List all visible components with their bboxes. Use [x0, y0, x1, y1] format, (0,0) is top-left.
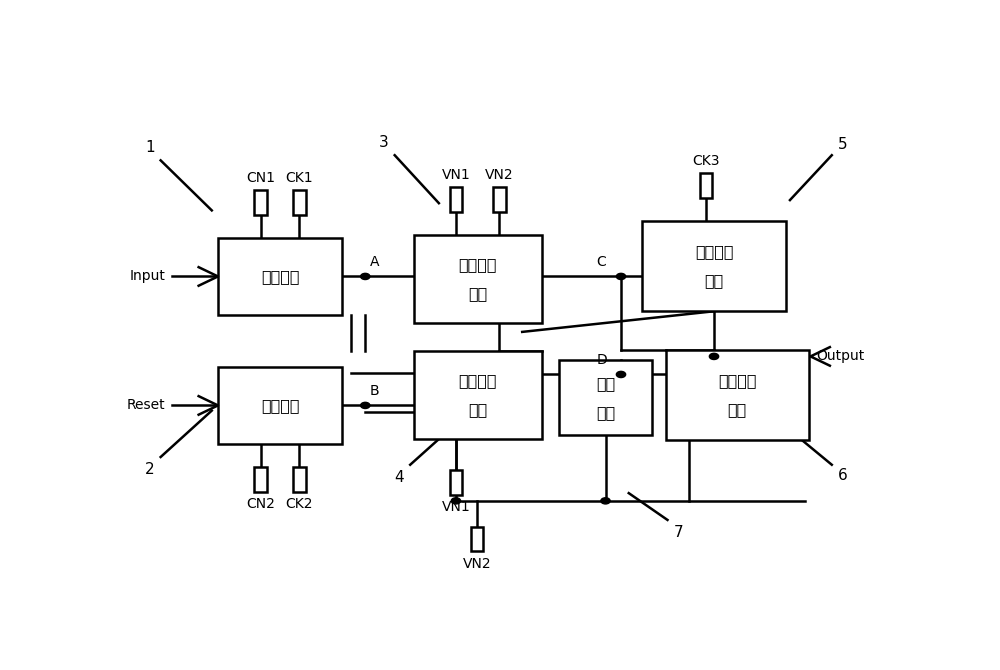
Text: 第一输出: 第一输出 — [695, 244, 733, 259]
Circle shape — [616, 273, 626, 279]
Text: 7: 7 — [674, 525, 683, 540]
Text: 模块: 模块 — [728, 402, 747, 417]
Bar — [559, 360, 652, 435]
Text: 第二控制: 第二控制 — [458, 373, 497, 388]
Text: 5: 5 — [838, 137, 848, 151]
Text: CN1: CN1 — [246, 171, 275, 185]
Text: CN2: CN2 — [246, 497, 275, 511]
Bar — [254, 190, 267, 214]
Circle shape — [361, 402, 370, 409]
Text: 1: 1 — [145, 140, 154, 155]
Text: Output: Output — [817, 350, 865, 363]
Text: CK2: CK2 — [286, 497, 313, 511]
Text: 输入模块: 输入模块 — [261, 269, 299, 284]
Text: 第一控制: 第一控制 — [458, 257, 497, 272]
Text: B: B — [370, 384, 380, 398]
Text: 2: 2 — [145, 462, 154, 477]
Bar — [218, 366, 342, 444]
Text: 模块: 模块 — [468, 402, 487, 417]
Circle shape — [709, 353, 719, 360]
Bar — [414, 235, 542, 323]
Bar — [666, 350, 809, 440]
Text: 4: 4 — [394, 470, 404, 485]
Text: A: A — [370, 255, 379, 269]
Bar — [471, 527, 483, 551]
Text: 模块: 模块 — [468, 286, 487, 301]
Text: 6: 6 — [838, 468, 848, 483]
Circle shape — [451, 498, 461, 504]
Bar — [642, 221, 786, 312]
Text: C: C — [596, 255, 606, 269]
Text: Input: Input — [129, 269, 165, 283]
Text: 3: 3 — [379, 135, 388, 150]
Text: VN1: VN1 — [442, 168, 470, 182]
Circle shape — [601, 498, 610, 504]
Bar — [450, 470, 462, 494]
Circle shape — [361, 273, 370, 279]
Text: VN2: VN2 — [463, 557, 491, 571]
Bar — [293, 468, 306, 492]
Bar — [293, 190, 306, 214]
Text: 模块: 模块 — [596, 405, 615, 419]
Text: CK3: CK3 — [692, 154, 720, 168]
Text: Reset: Reset — [127, 399, 165, 413]
Text: VN1: VN1 — [442, 500, 470, 514]
Text: 降噪: 降噪 — [596, 376, 615, 391]
Bar — [493, 187, 506, 212]
Text: 第二输出: 第二输出 — [718, 373, 757, 388]
Text: VN2: VN2 — [485, 168, 514, 182]
Text: CK1: CK1 — [286, 171, 313, 185]
Text: 模块: 模块 — [704, 273, 724, 288]
Text: 复位模块: 复位模块 — [261, 398, 299, 413]
Bar — [218, 238, 342, 315]
Text: D: D — [596, 353, 607, 367]
Bar — [254, 468, 267, 492]
Circle shape — [616, 371, 626, 378]
Bar — [450, 187, 462, 212]
Bar — [700, 173, 712, 198]
Bar — [414, 351, 542, 439]
